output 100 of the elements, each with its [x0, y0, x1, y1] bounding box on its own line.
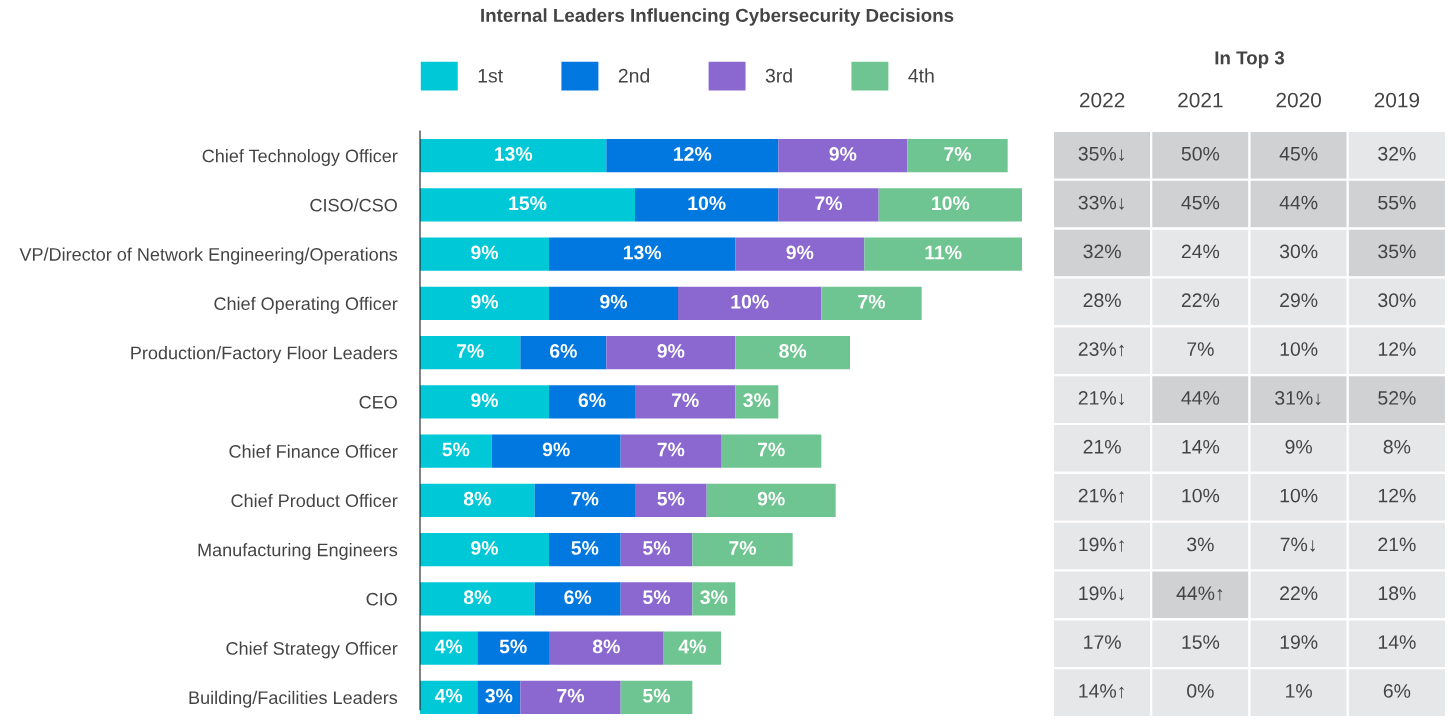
data-label: 7% — [815, 196, 843, 211]
bar — [678, 286, 822, 321]
bar — [420, 532, 549, 567]
bar — [420, 335, 521, 370]
data-label: 19% — [1280, 635, 1318, 649]
bar — [864, 237, 1022, 271]
data-label: 5% — [442, 442, 470, 457]
x-tick-label: 2021 — [1178, 92, 1223, 108]
data-label: 9% — [657, 344, 685, 358]
data-label: 6% — [1383, 684, 1411, 698]
y-tick-label: CIO — [366, 592, 397, 606]
bar — [491, 434, 621, 468]
data-label: 10% — [1182, 488, 1220, 503]
bar — [706, 483, 836, 518]
data-label: 3% — [485, 688, 513, 703]
data-label: 4% — [678, 639, 706, 654]
data-label: 12% — [1378, 342, 1416, 356]
chart-title: Internal Leaders Influencing Cybersecurity Decisions — [481, 8, 954, 26]
bar — [420, 483, 535, 518]
data-label: 9% — [542, 442, 570, 457]
data-label: 35%↓ — [1078, 146, 1124, 162]
data-label: 6% — [549, 344, 577, 358]
data-label: 10% — [688, 196, 726, 211]
data-label: 15% — [509, 196, 547, 211]
data-label: 10% — [731, 294, 769, 309]
bar — [420, 138, 607, 173]
bar — [420, 237, 549, 271]
bar — [520, 680, 621, 715]
data-label: 44%↑ — [1176, 586, 1223, 601]
data-label: 7% — [671, 393, 699, 408]
data-label: 1% — [1286, 684, 1312, 698]
data-label: 9% — [1285, 439, 1312, 454]
data-label: 9% — [600, 294, 628, 309]
bar — [620, 582, 693, 616]
legend-label: 3rd — [765, 68, 792, 83]
data-label: 19%↓ — [1079, 586, 1124, 601]
y-tick-label: Chief Product Officer — [231, 493, 398, 508]
data-label: 9% — [786, 245, 814, 260]
bar — [606, 335, 736, 370]
data-label: 5% — [643, 541, 671, 555]
data-label: 8% — [463, 590, 491, 605]
data-label: 44% — [1181, 391, 1220, 405]
data-label: 7% — [944, 147, 972, 161]
bar — [534, 582, 621, 616]
bar — [692, 532, 793, 567]
bar — [420, 385, 549, 419]
data-label: 45% — [1279, 146, 1318, 161]
y-tick-label: CEO — [359, 395, 397, 409]
bar — [635, 483, 707, 518]
data-label: 55% — [1378, 195, 1416, 210]
data-label: 19%↑ — [1079, 537, 1124, 552]
data-label: 18% — [1378, 586, 1416, 601]
data-label: 13% — [623, 245, 662, 260]
data-label: 8% — [779, 344, 807, 358]
x-tick-label: 2019 — [1374, 92, 1420, 108]
data-label: 5% — [643, 590, 671, 605]
data-label: 21% — [1083, 439, 1121, 454]
bar — [420, 582, 535, 616]
data-label: 9% — [471, 393, 499, 408]
data-label: 10% — [1280, 488, 1318, 503]
legend-label: 2nd — [618, 68, 650, 83]
data-label: 12% — [674, 147, 712, 161]
data-label: 21%↑ — [1078, 488, 1124, 503]
bar — [735, 335, 850, 370]
bar — [692, 582, 736, 616]
data-label: 3% — [700, 590, 728, 605]
bar — [907, 138, 1008, 173]
data-label: 9% — [757, 491, 785, 506]
bar — [420, 286, 549, 321]
data-label: 7% — [657, 442, 685, 457]
data-label: 4% — [434, 639, 463, 654]
legend-label: 4th — [908, 68, 934, 83]
data-label: 10% — [932, 196, 970, 211]
y-tick-label: Chief Strategy Officer — [226, 641, 398, 659]
data-label: 5% — [499, 639, 527, 654]
data-label: 13% — [494, 147, 533, 161]
data-label: 8% — [463, 491, 491, 506]
data-label: 23%↑ — [1078, 342, 1124, 357]
data-label: 44% — [1279, 195, 1318, 210]
bar — [420, 188, 635, 222]
data-label: 14% — [1378, 635, 1416, 649]
y-tick-label: Manufacturing Engineers — [198, 543, 398, 560]
y-tick-label: Chief Finance Officer — [229, 444, 398, 458]
data-label: 8% — [1383, 439, 1411, 454]
data-label: 9% — [471, 245, 499, 260]
data-label: 33%↓ — [1078, 195, 1124, 210]
bar — [549, 631, 664, 665]
bar — [620, 680, 693, 715]
bar — [635, 188, 779, 222]
data-label: 21%↓ — [1078, 391, 1124, 406]
bar — [721, 434, 822, 468]
y-tick-label: CISO/CSO — [310, 198, 397, 212]
data-label: 7% — [557, 688, 585, 703]
bar — [663, 631, 721, 665]
data-label: 31%↓ — [1275, 391, 1321, 406]
data-label: 0% — [1187, 684, 1214, 698]
data-label: 50% — [1181, 146, 1220, 161]
data-label: 7% — [757, 442, 785, 457]
data-label: 32% — [1378, 146, 1416, 161]
data-label: 14% — [1182, 439, 1220, 454]
